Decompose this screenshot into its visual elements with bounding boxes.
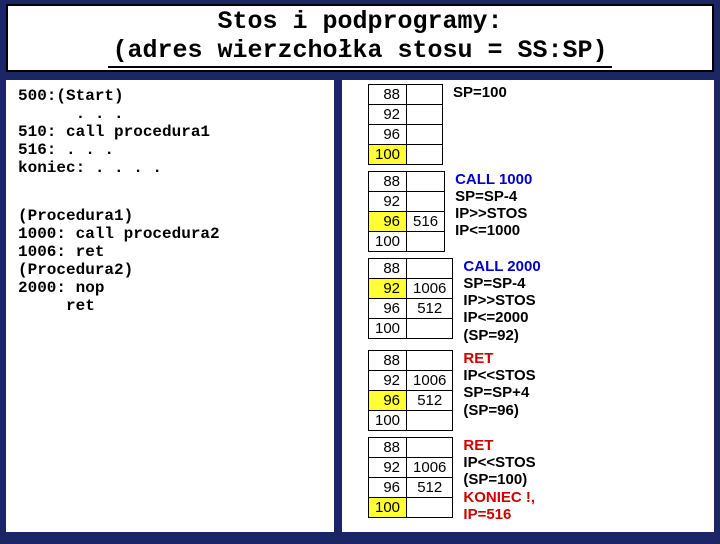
stack-row-3: 8892100696512100RETIP<<STOSSP=SP+4(SP=96… <box>348 350 708 431</box>
annot-line: (SP=100) <box>463 471 535 488</box>
stack-val-cell <box>407 350 453 370</box>
stack-addr-cell: 92 <box>369 457 407 477</box>
annot-line: SP=SP-4 <box>463 275 540 292</box>
title-line1: Stos i podprogramy: <box>12 8 708 37</box>
stack-addr-cell: 100 <box>369 318 407 338</box>
stack-val-cell: 512 <box>407 390 453 410</box>
code-block-1: (Procedura1) 1000: call procedura2 1006: r… <box>18 208 322 260</box>
stack-annotation: CALL 1000SP=SP-4IP>>STOSIP<=1000 <box>455 171 532 240</box>
stack-addr-cell: 100 <box>369 497 407 517</box>
annot-title: RET <box>463 437 535 454</box>
stack-addr-cell: 92 <box>369 191 407 211</box>
code-line: 1000: call procedura2 <box>18 226 322 242</box>
annot-line: IP<<STOS <box>463 454 535 471</box>
stack-val-cell <box>407 231 445 251</box>
stack-addr-cell: 96 <box>369 211 407 231</box>
annot-extra: KONIEC !, <box>463 489 535 506</box>
stack-addr-cell: 92 <box>369 370 407 390</box>
code-line: (Procedura2) <box>18 262 322 278</box>
code-line: ret <box>18 298 322 314</box>
stack-annotation: RETIP<<STOS(SP=100)KONIEC !,IP=516 <box>463 437 535 523</box>
annot-title: CALL 2000 <box>463 258 540 275</box>
stack-addr-cell: 96 <box>369 124 407 144</box>
annot-line: IP<=2000 <box>463 309 540 326</box>
stack-addr-cell: 88 <box>369 171 407 191</box>
annot-line: IP>>STOS <box>463 292 540 309</box>
annot-line: SP=SP-4 <box>455 188 532 205</box>
stack-addr-cell: 88 <box>369 258 407 278</box>
code-block-2: (Procedura2) 2000: nop ret <box>18 262 322 314</box>
stack-val-cell <box>407 171 445 191</box>
stack-addr-cell: 92 <box>369 104 407 124</box>
stack-addr-cell: 100 <box>369 410 407 430</box>
code-line: koniec: . . . . <box>18 160 322 176</box>
stack-val-cell: 512 <box>407 298 453 318</box>
stack-panel: 889296100SP=100889296516100CALL 1000SP=S… <box>342 80 714 532</box>
stack-annotation: RETIP<<STOSSP=SP+4(SP=96) <box>463 350 535 419</box>
stack-annotation: SP=100 <box>453 84 507 101</box>
stack-val-cell <box>407 124 443 144</box>
stack-table: 8892100696512100 <box>368 350 453 431</box>
stack-addr-cell: 88 <box>369 350 407 370</box>
stack-addr-cell: 92 <box>369 278 407 298</box>
stack-val-cell <box>407 258 453 278</box>
annot-line: SP=SP+4 <box>463 384 535 401</box>
stack-addr-cell: 96 <box>369 390 407 410</box>
code-block-0: 500:(Start) . . . 510: call procedura1 516… <box>18 88 322 176</box>
stack-val-cell <box>407 84 443 104</box>
stack-table: 889296516100 <box>368 171 445 252</box>
stack-addr-cell: 100 <box>369 144 407 164</box>
stack-addr-cell: 96 <box>369 477 407 497</box>
stack-val-cell: 1006 <box>407 457 453 477</box>
stack-val-cell: 1006 <box>407 278 453 298</box>
stack-val-cell <box>407 144 443 164</box>
stack-val-cell: 516 <box>407 211 445 231</box>
stack-row-4: 8892100696512100RETIP<<STOS(SP=100)KONIE… <box>348 437 708 523</box>
stack-row-1: 889296516100CALL 1000SP=SP-4IP>>STOSIP<=… <box>348 171 708 252</box>
annot-title: SP=100 <box>453 84 507 101</box>
annot-line: IP<<STOS <box>463 367 535 384</box>
stack-table: 8892100696512100 <box>368 258 453 339</box>
stack-val-cell <box>407 410 453 430</box>
code-line: 510: call procedura1 <box>18 124 322 140</box>
stack-row-2: 8892100696512100CALL 2000SP=SP-4IP>>STOS… <box>348 258 708 344</box>
annot-extra: IP=516 <box>463 506 535 523</box>
code-line: 516: . . . <box>18 142 322 158</box>
code-line: . . . <box>18 106 322 122</box>
title-line2: (adres wierzchołka stosu = SS:SP) <box>108 37 611 68</box>
stack-val-cell <box>407 437 453 457</box>
code-line: (Procedura1) <box>18 208 322 224</box>
stack-table: 8892100696512100 <box>368 437 453 518</box>
annot-line: (SP=96) <box>463 402 535 419</box>
stack-val-cell <box>407 191 445 211</box>
stack-val-cell <box>407 497 453 517</box>
content-area: 500:(Start) . . . 510: call procedura1 516… <box>0 80 720 532</box>
stack-val-cell: 512 <box>407 477 453 497</box>
stack-row-0: 889296100 SP=100 <box>348 84 708 165</box>
code-panel: 500:(Start) . . . 510: call procedura1 516… <box>6 80 334 532</box>
annot-title: RET <box>463 350 535 367</box>
stack-addr-cell: 100 <box>369 231 407 251</box>
stack-val-cell <box>407 104 443 124</box>
title-box: Stos i podprogramy: (adres wierzchołka s… <box>6 4 714 72</box>
stack-table: 889296100 <box>368 84 443 165</box>
code-line: 1006: ret <box>18 244 322 260</box>
code-line: 2000: nop <box>18 280 322 296</box>
stack-val-cell: 1006 <box>407 370 453 390</box>
stack-val-cell <box>407 318 453 338</box>
code-line: 500:(Start) <box>18 88 322 104</box>
stack-annotation: CALL 2000SP=SP-4IP>>STOSIP<=2000(SP=92) <box>463 258 540 344</box>
stack-addr-cell: 88 <box>369 84 407 104</box>
annot-title: CALL 1000 <box>455 171 532 188</box>
annot-line: IP<=1000 <box>455 222 532 239</box>
stack-addr-cell: 96 <box>369 298 407 318</box>
stack-addr-cell: 88 <box>369 437 407 457</box>
annot-line: (SP=92) <box>463 327 540 344</box>
annot-line: IP>>STOS <box>455 205 532 222</box>
